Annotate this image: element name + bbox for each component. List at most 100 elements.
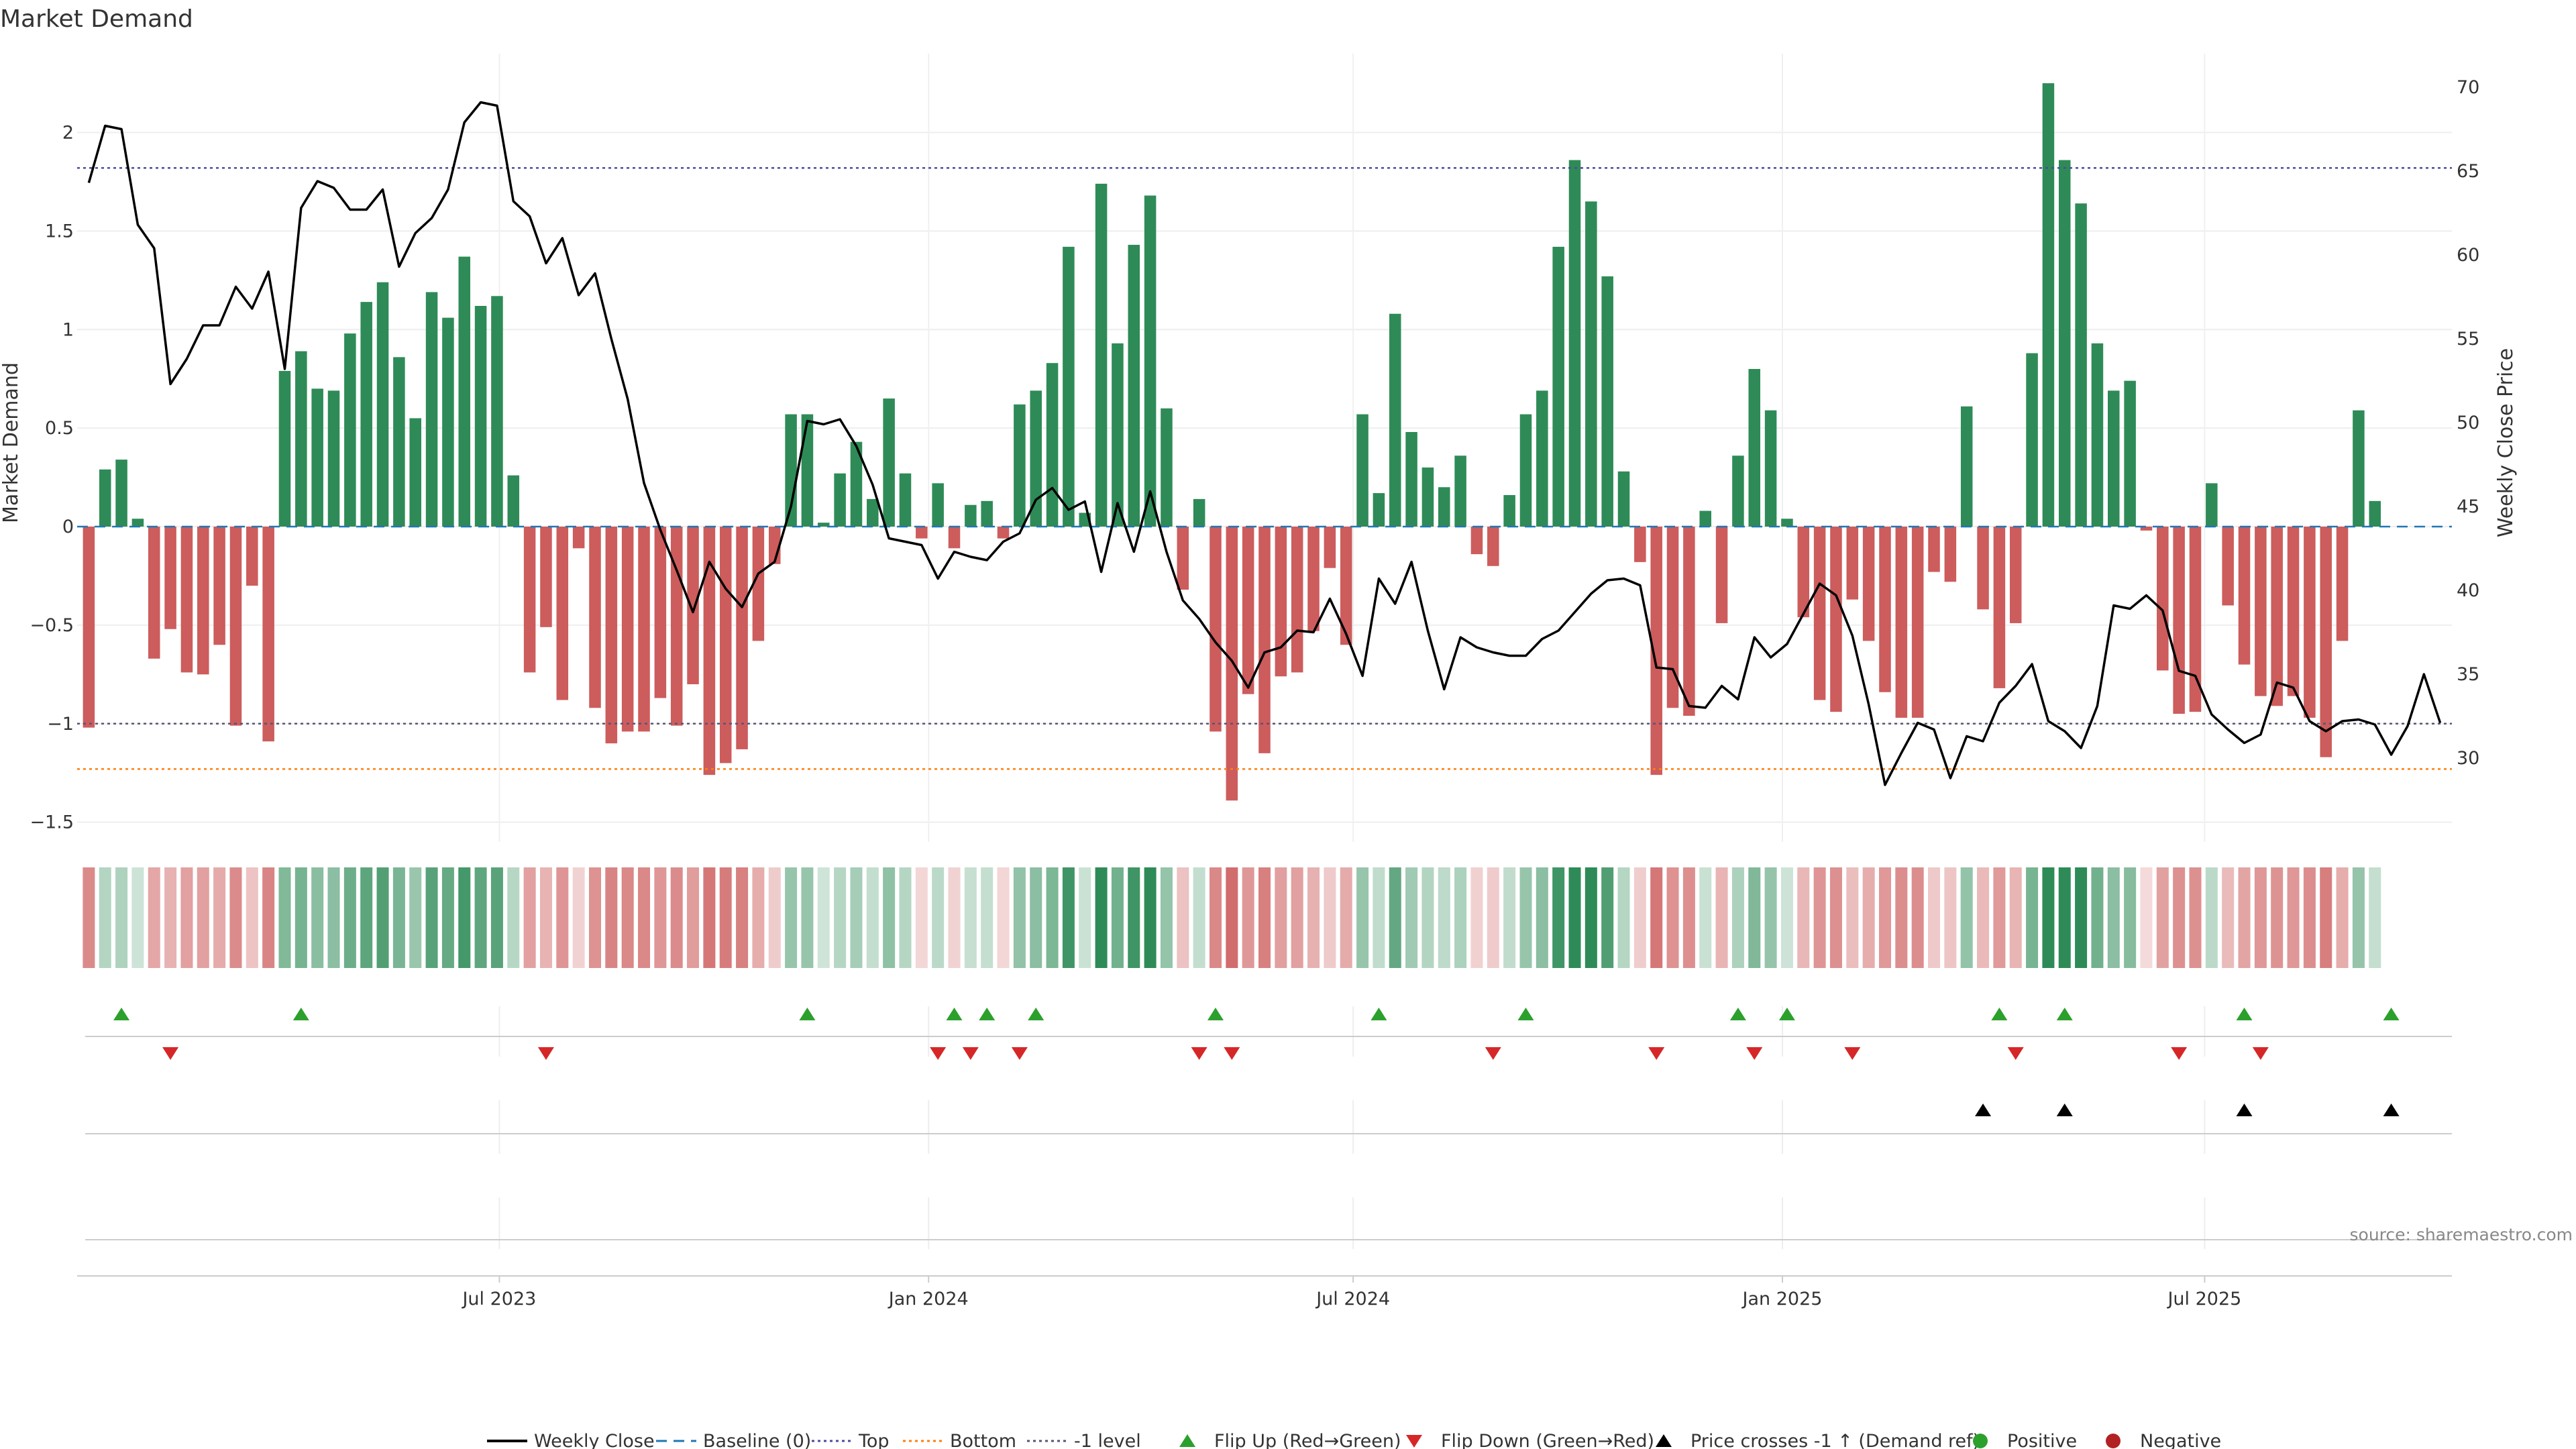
strip-cell <box>1682 867 1695 968</box>
demand-bar <box>1634 527 1646 562</box>
demand-bar <box>1324 527 1336 568</box>
demand-bar <box>1732 455 1744 527</box>
strip-cell <box>2303 867 2316 968</box>
demand-bar <box>360 302 372 527</box>
legend-label: Price crosses -1 ↑ (Demand ref) <box>1690 1431 1980 1449</box>
demand-color-strip <box>83 867 2381 968</box>
y-tick-label-left: 0.5 <box>45 418 74 439</box>
strip-cell <box>1470 867 1483 968</box>
y-tick-label-right: 70 <box>2457 77 2479 98</box>
demand-bar <box>295 351 307 527</box>
demand-bar <box>2287 527 2300 696</box>
demand-bar <box>2124 380 2136 527</box>
strip-cell <box>1177 867 1189 968</box>
strip-cell <box>1291 867 1303 968</box>
demand-bar <box>148 527 160 659</box>
y-tick-label-left: −1 <box>47 714 74 735</box>
strip-cell <box>932 867 945 968</box>
flip-up-marker <box>1371 1008 1387 1020</box>
strip-cell <box>654 867 667 968</box>
strip-cell <box>1421 867 1434 968</box>
strip-cell <box>2352 867 2365 968</box>
flip-up-marker <box>1729 1008 1746 1020</box>
demand-bar <box>1993 527 2006 688</box>
price-cross-marker <box>2383 1104 2400 1116</box>
strip-cell <box>2058 867 2071 968</box>
demand-bar <box>491 296 503 527</box>
legend-label: -1 level <box>1074 1431 1141 1449</box>
strip-cell <box>1780 867 1793 968</box>
demand-bar <box>850 441 863 527</box>
demand-bar <box>1030 390 1042 527</box>
demand-bars <box>83 83 2381 801</box>
strip-cell <box>539 867 552 968</box>
legend-swatch <box>1179 1434 1195 1447</box>
strip-cell <box>964 867 977 968</box>
strip-cell <box>785 867 798 968</box>
y-tick-label-left: 2 <box>62 123 74 144</box>
strip-cell <box>2140 867 2153 968</box>
demand-bar <box>589 527 601 708</box>
demand-bar <box>409 418 421 527</box>
strip-cell <box>1797 867 1810 968</box>
demand-bar <box>1405 432 1417 527</box>
demand-bar <box>834 473 846 527</box>
strip-cell <box>1829 867 1842 968</box>
strip-cell <box>981 867 994 968</box>
strip-cell <box>474 867 487 968</box>
demand-bar <box>1454 455 1466 527</box>
demand-bar <box>311 388 323 527</box>
strip-cell <box>2369 867 2381 968</box>
demand-bar <box>1291 527 1303 673</box>
flip-down-marker <box>1191 1047 1208 1060</box>
flip-up-marker <box>946 1008 963 1020</box>
demand-bar <box>1895 527 1908 718</box>
demand-bar <box>1242 527 1254 694</box>
chart-title: Market Demand <box>0 5 193 33</box>
demand-bar <box>1585 201 1597 527</box>
strip-cell <box>1046 867 1059 968</box>
flip-up-marker <box>1778 1008 1795 1020</box>
y-tick-label-right: 55 <box>2457 329 2479 350</box>
demand-bar <box>2304 527 2316 718</box>
strip-cell <box>1960 867 1973 968</box>
strip-cell <box>1536 867 1548 968</box>
event-panels <box>85 1006 2452 1249</box>
demand-bar <box>703 527 716 775</box>
demand-bar <box>278 370 291 527</box>
demand-bar <box>1797 527 1810 618</box>
strip-cell <box>719 867 732 968</box>
strip-cell <box>883 867 896 968</box>
legend-label: Bottom <box>950 1431 1016 1449</box>
strip-cell <box>1585 867 1597 968</box>
y-tick-label-right: 45 <box>2457 496 2479 517</box>
demand-bar <box>1226 527 1238 801</box>
y-axis-label-right: Weekly Close Price <box>2494 348 2518 537</box>
event-markers <box>113 1008 2400 1116</box>
strip-cell <box>948 867 961 968</box>
strip-cell <box>2026 867 2039 968</box>
strip-cell <box>2238 867 2251 968</box>
demand-bar <box>1307 527 1320 631</box>
flip-down-marker <box>962 1047 979 1060</box>
strip-cell <box>197 867 209 968</box>
strip-cell <box>1013 867 1026 968</box>
strip-cell <box>2271 867 2284 968</box>
demand-bar <box>1503 495 1515 527</box>
strip-cell <box>278 867 291 968</box>
y-axis-label-left: Market Demand <box>0 362 23 523</box>
strip-cell <box>1666 867 1679 968</box>
demand-bar <box>2157 527 2169 671</box>
legend: Weekly Close Baseline (0) Top Bottom -1 leve… <box>487 1431 2221 1449</box>
demand-bar <box>621 527 634 732</box>
strip-cell <box>556 867 569 968</box>
y-tick-label-right: 30 <box>2457 748 2479 769</box>
strip-cell <box>1160 867 1173 968</box>
y-tick-label-right: 35 <box>2457 664 2479 685</box>
demand-bar <box>981 500 993 527</box>
demand-bar <box>1161 408 1173 527</box>
strip-cell <box>213 867 226 968</box>
strip-cell <box>1748 867 1761 968</box>
demand-bar <box>965 504 977 527</box>
y-ticks-left: −1.5 −1 −0.5 0 0.5 1 1.5 2 <box>30 123 74 833</box>
